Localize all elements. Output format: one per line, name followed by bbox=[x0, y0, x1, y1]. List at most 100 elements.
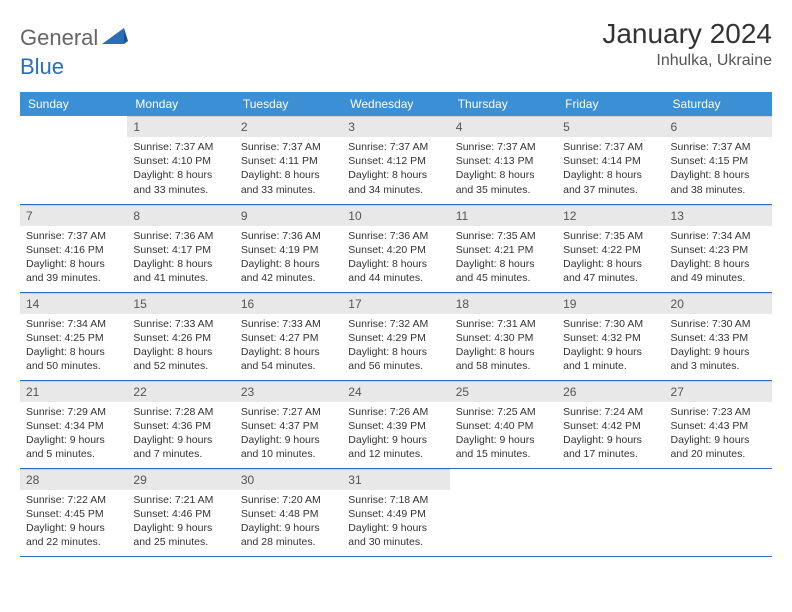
day-details: Sunrise: 7:36 AMSunset: 4:20 PMDaylight:… bbox=[342, 226, 449, 292]
calendar-day-cell: 17Sunrise: 7:32 AMSunset: 4:29 PMDayligh… bbox=[342, 292, 449, 380]
day-details: Sunrise: 7:35 AMSunset: 4:21 PMDaylight:… bbox=[450, 226, 557, 292]
weekday-header-row: SundayMondayTuesdayWednesdayThursdayFrid… bbox=[20, 92, 772, 116]
day-number: 24 bbox=[342, 381, 449, 402]
day-details: Sunrise: 7:26 AMSunset: 4:39 PMDaylight:… bbox=[342, 402, 449, 468]
day-details: Sunrise: 7:18 AMSunset: 4:49 PMDaylight:… bbox=[342, 490, 449, 556]
calendar-day-cell: 5Sunrise: 7:37 AMSunset: 4:14 PMDaylight… bbox=[557, 116, 664, 204]
location: Inhulka, Ukraine bbox=[602, 52, 772, 70]
day-number: 27 bbox=[665, 381, 772, 402]
day-number: 21 bbox=[20, 381, 127, 402]
day-number: 13 bbox=[665, 205, 772, 226]
day-number: 25 bbox=[450, 381, 557, 402]
day-details: Sunrise: 7:37 AMSunset: 4:16 PMDaylight:… bbox=[20, 226, 127, 292]
day-number: 19 bbox=[557, 293, 664, 314]
weekday-header: Wednesday bbox=[342, 92, 449, 116]
day-details: Sunrise: 7:28 AMSunset: 4:36 PMDaylight:… bbox=[127, 402, 234, 468]
day-details: Sunrise: 7:33 AMSunset: 4:26 PMDaylight:… bbox=[127, 314, 234, 380]
calendar-day-cell: .. bbox=[557, 468, 664, 556]
weekday-header: Tuesday bbox=[235, 92, 342, 116]
day-number: 31 bbox=[342, 469, 449, 490]
calendar-day-cell: 22Sunrise: 7:28 AMSunset: 4:36 PMDayligh… bbox=[127, 380, 234, 468]
weekday-header: Friday bbox=[557, 92, 664, 116]
day-number: 17 bbox=[342, 293, 449, 314]
calendar-day-cell: 4Sunrise: 7:37 AMSunset: 4:13 PMDaylight… bbox=[450, 116, 557, 204]
day-details: Sunrise: 7:20 AMSunset: 4:48 PMDaylight:… bbox=[235, 490, 342, 556]
day-number: 10 bbox=[342, 205, 449, 226]
day-details: Sunrise: 7:25 AMSunset: 4:40 PMDaylight:… bbox=[450, 402, 557, 468]
logo-triangle-icon bbox=[102, 26, 128, 52]
day-details: Sunrise: 7:37 AMSunset: 4:13 PMDaylight:… bbox=[450, 137, 557, 203]
day-details: Sunrise: 7:22 AMSunset: 4:45 PMDaylight:… bbox=[20, 490, 127, 556]
day-number: 12 bbox=[557, 205, 664, 226]
day-number: 28 bbox=[20, 469, 127, 490]
calendar-week-row: 7Sunrise: 7:37 AMSunset: 4:16 PMDaylight… bbox=[20, 204, 772, 292]
calendar-day-cell: 13Sunrise: 7:34 AMSunset: 4:23 PMDayligh… bbox=[665, 204, 772, 292]
day-number: 11 bbox=[450, 205, 557, 226]
day-details: Sunrise: 7:33 AMSunset: 4:27 PMDaylight:… bbox=[235, 314, 342, 380]
day-details: Sunrise: 7:36 AMSunset: 4:17 PMDaylight:… bbox=[127, 226, 234, 292]
calendar-week-row: 28Sunrise: 7:22 AMSunset: 4:45 PMDayligh… bbox=[20, 468, 772, 556]
calendar-day-cell: 29Sunrise: 7:21 AMSunset: 4:46 PMDayligh… bbox=[127, 468, 234, 556]
weekday-header: Saturday bbox=[665, 92, 772, 116]
calendar-day-cell: 6Sunrise: 7:37 AMSunset: 4:15 PMDaylight… bbox=[665, 116, 772, 204]
day-details: Sunrise: 7:37 AMSunset: 4:11 PMDaylight:… bbox=[235, 137, 342, 203]
calendar-day-cell: 28Sunrise: 7:22 AMSunset: 4:45 PMDayligh… bbox=[20, 468, 127, 556]
day-details: Sunrise: 7:21 AMSunset: 4:46 PMDaylight:… bbox=[127, 490, 234, 556]
calendar-day-cell: 24Sunrise: 7:26 AMSunset: 4:39 PMDayligh… bbox=[342, 380, 449, 468]
calendar-day-cell: 11Sunrise: 7:35 AMSunset: 4:21 PMDayligh… bbox=[450, 204, 557, 292]
day-details: Sunrise: 7:37 AMSunset: 4:10 PMDaylight:… bbox=[127, 137, 234, 203]
day-details: Sunrise: 7:32 AMSunset: 4:29 PMDaylight:… bbox=[342, 314, 449, 380]
day-details: Sunrise: 7:37 AMSunset: 4:12 PMDaylight:… bbox=[342, 137, 449, 203]
calendar-day-cell: 30Sunrise: 7:20 AMSunset: 4:48 PMDayligh… bbox=[235, 468, 342, 556]
day-number: 22 bbox=[127, 381, 234, 402]
calendar-day-cell: 31Sunrise: 7:18 AMSunset: 4:49 PMDayligh… bbox=[342, 468, 449, 556]
brand-logo: General bbox=[20, 18, 128, 52]
day-number: 14 bbox=[20, 293, 127, 314]
day-number: 8 bbox=[127, 205, 234, 226]
calendar-week-row: 14Sunrise: 7:34 AMSunset: 4:25 PMDayligh… bbox=[20, 292, 772, 380]
day-number: 2 bbox=[235, 116, 342, 137]
day-details: Sunrise: 7:24 AMSunset: 4:42 PMDaylight:… bbox=[557, 402, 664, 468]
calendar-day-cell: 16Sunrise: 7:33 AMSunset: 4:27 PMDayligh… bbox=[235, 292, 342, 380]
day-number: 5 bbox=[557, 116, 664, 137]
calendar-day-cell: .. bbox=[450, 468, 557, 556]
day-number: 9 bbox=[235, 205, 342, 226]
day-number: 18 bbox=[450, 293, 557, 314]
calendar-day-cell: 12Sunrise: 7:35 AMSunset: 4:22 PMDayligh… bbox=[557, 204, 664, 292]
brand-part2: Blue bbox=[20, 54, 64, 80]
day-number: 3 bbox=[342, 116, 449, 137]
calendar-week-row: ..1Sunrise: 7:37 AMSunset: 4:10 PMDaylig… bbox=[20, 116, 772, 204]
day-number: 23 bbox=[235, 381, 342, 402]
calendar-day-cell: .. bbox=[665, 468, 772, 556]
calendar-body: ..1Sunrise: 7:37 AMSunset: 4:10 PMDaylig… bbox=[20, 116, 772, 556]
day-number: 30 bbox=[235, 469, 342, 490]
calendar-day-cell: 21Sunrise: 7:29 AMSunset: 4:34 PMDayligh… bbox=[20, 380, 127, 468]
day-details: Sunrise: 7:31 AMSunset: 4:30 PMDaylight:… bbox=[450, 314, 557, 380]
calendar-day-cell: 19Sunrise: 7:30 AMSunset: 4:32 PMDayligh… bbox=[557, 292, 664, 380]
calendar-day-cell: 10Sunrise: 7:36 AMSunset: 4:20 PMDayligh… bbox=[342, 204, 449, 292]
day-details: Sunrise: 7:35 AMSunset: 4:22 PMDaylight:… bbox=[557, 226, 664, 292]
brand-part1: General bbox=[20, 25, 98, 51]
day-number: 29 bbox=[127, 469, 234, 490]
day-details: Sunrise: 7:30 AMSunset: 4:32 PMDaylight:… bbox=[557, 314, 664, 380]
day-number: 16 bbox=[235, 293, 342, 314]
day-number: 1 bbox=[127, 116, 234, 137]
day-number: 4 bbox=[450, 116, 557, 137]
day-details: Sunrise: 7:27 AMSunset: 4:37 PMDaylight:… bbox=[235, 402, 342, 468]
day-number: 20 bbox=[665, 293, 772, 314]
day-details: Sunrise: 7:34 AMSunset: 4:23 PMDaylight:… bbox=[665, 226, 772, 292]
calendar-week-row: 21Sunrise: 7:29 AMSunset: 4:34 PMDayligh… bbox=[20, 380, 772, 468]
calendar-day-cell: 7Sunrise: 7:37 AMSunset: 4:16 PMDaylight… bbox=[20, 204, 127, 292]
day-number: 7 bbox=[20, 205, 127, 226]
calendar-day-cell: .. bbox=[20, 116, 127, 204]
calendar-day-cell: 14Sunrise: 7:34 AMSunset: 4:25 PMDayligh… bbox=[20, 292, 127, 380]
day-number: 6 bbox=[665, 116, 772, 137]
day-number: 26 bbox=[557, 381, 664, 402]
calendar-day-cell: 9Sunrise: 7:36 AMSunset: 4:19 PMDaylight… bbox=[235, 204, 342, 292]
calendar-day-cell: 3Sunrise: 7:37 AMSunset: 4:12 PMDaylight… bbox=[342, 116, 449, 204]
month-title: January 2024 bbox=[602, 18, 772, 50]
title-block: January 2024 Inhulka, Ukraine bbox=[602, 18, 772, 70]
day-details: Sunrise: 7:29 AMSunset: 4:34 PMDaylight:… bbox=[20, 402, 127, 468]
day-details: Sunrise: 7:34 AMSunset: 4:25 PMDaylight:… bbox=[20, 314, 127, 380]
calendar-day-cell: 1Sunrise: 7:37 AMSunset: 4:10 PMDaylight… bbox=[127, 116, 234, 204]
